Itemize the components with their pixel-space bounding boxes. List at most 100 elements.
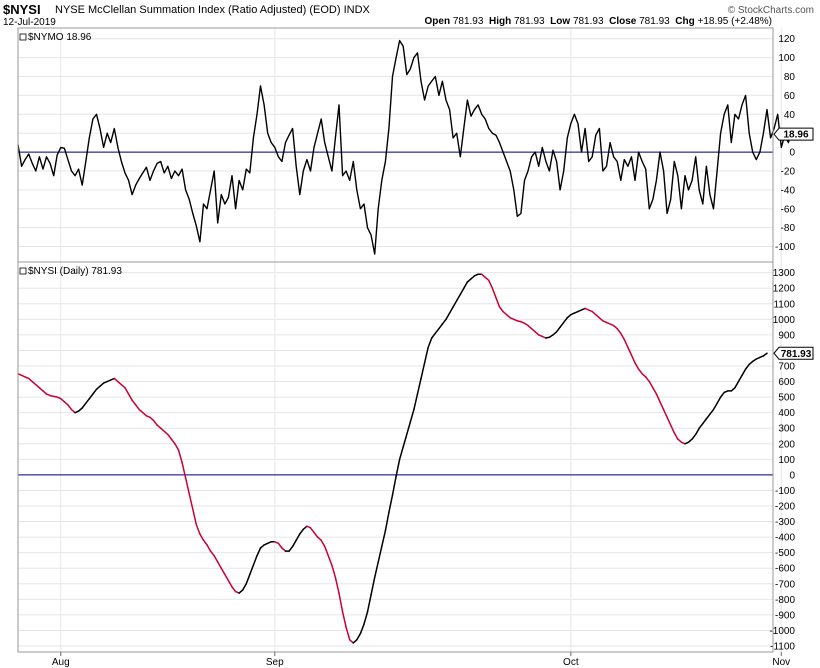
series-segment: [381, 530, 387, 548]
series-segment: [748, 360, 754, 366]
series-segment: [309, 527, 315, 534]
series-segment: [120, 383, 126, 389]
series-segment: [441, 318, 447, 325]
series-segment: [388, 494, 394, 513]
series-segment: [216, 561, 223, 569]
series-segment: [184, 477, 190, 495]
y-tick-label: 200: [778, 439, 795, 450]
series-segment: [313, 531, 319, 538]
series-segment: [470, 275, 476, 280]
x-tick-label: Aug: [52, 657, 70, 668]
y-tick-label: 1100: [773, 299, 795, 310]
series-line: [17, 39, 793, 255]
series-segment: [277, 542, 283, 549]
series-segment: [359, 623, 365, 635]
y-tick-label: 100: [778, 53, 795, 64]
last-value-box: [773, 127, 814, 141]
series-segment: [463, 281, 469, 289]
series-segment: [598, 317, 604, 322]
close-label: Close: [609, 16, 637, 27]
series-segment: [92, 388, 98, 395]
series-segment: [687, 438, 693, 443]
series-segment: [209, 550, 215, 557]
series-segment: [620, 332, 626, 341]
series-segment: [730, 387, 736, 392]
series-segment: [438, 323, 444, 330]
open-value: 781.93: [452, 16, 484, 27]
series-segment: [420, 362, 426, 380]
series-segment: [295, 533, 301, 541]
series-segment: [152, 419, 158, 426]
y-tick-label: 500: [778, 393, 795, 404]
series-segment: [131, 399, 137, 406]
series-segment: [81, 402, 87, 409]
series-segment: [249, 564, 255, 576]
series-segment: [666, 416, 672, 426]
y-tick-label: -80: [781, 223, 796, 234]
series-segment: [719, 391, 725, 398]
y-tick-label: -60: [781, 204, 796, 215]
series-segment: [595, 313, 601, 319]
last-value-flag: 18.96: [773, 127, 814, 141]
series-segment: [88, 393, 94, 400]
y-tick-label: -800: [775, 595, 795, 606]
panel-legend: $NYSI (Daily) 781.93: [28, 266, 122, 277]
series-segment: [484, 276, 490, 282]
y-tick-label: -900: [775, 610, 795, 621]
index-name: NYSE McClellan Summation Index (Ratio Ad…: [55, 4, 370, 16]
series-segment: [99, 382, 105, 387]
index-full-name: NYSE McClellan Summation Index (Ratio Ad…: [55, 4, 341, 16]
series-segment: [352, 639, 358, 644]
series-segment: [348, 639, 355, 644]
series-segment: [134, 404, 141, 411]
series-segment: [691, 433, 697, 440]
y-tick-label: 120: [778, 34, 795, 45]
series-segment: [630, 354, 636, 364]
series-segment: [195, 523, 201, 535]
series-segment: [673, 432, 679, 440]
y-tick-label: -100: [775, 486, 795, 497]
series-segment: [737, 374, 743, 383]
series-segment: [245, 573, 251, 585]
series-segment: [709, 408, 715, 415]
series-segment: [159, 427, 165, 433]
series-segment: [38, 387, 44, 392]
high-value: 781.93: [514, 16, 545, 27]
series-segment: [177, 449, 183, 464]
y-tick-label: -300: [775, 517, 795, 528]
series-segment: [341, 611, 347, 629]
y-tick-label: -100: [775, 242, 795, 253]
series-segment: [142, 411, 148, 417]
series-segment: [377, 545, 383, 563]
y-tick-label: 1000: [773, 315, 796, 326]
series-segment: [170, 438, 176, 445]
y-tick-label: 300: [778, 424, 795, 435]
series-segment: [634, 362, 640, 370]
series-segment: [288, 545, 294, 552]
series-segment: [423, 346, 429, 364]
series-segment: [256, 547, 262, 557]
chg-label: Chg: [675, 16, 695, 27]
legend-swatch: [19, 267, 27, 275]
y-tick-label: 700: [778, 362, 795, 373]
series-segment: [77, 407, 83, 412]
y-tick-label: -600: [775, 564, 795, 575]
series-segment: [623, 338, 629, 349]
series-segment: [373, 561, 379, 579]
close-value: 781.93: [639, 16, 670, 27]
y-tick-label: -200: [775, 502, 795, 513]
series-segment: [406, 421, 412, 436]
y-tick-label: -40: [781, 185, 796, 196]
series-segment: [502, 310, 508, 316]
series-segment: [395, 458, 401, 478]
series-segment: [491, 287, 497, 299]
series-segment: [702, 418, 708, 425]
low-value: 781.93: [572, 16, 604, 27]
series-segment: [60, 397, 66, 403]
series-segment: [648, 380, 654, 389]
series-segment: [591, 310, 597, 316]
series-segment: [220, 567, 226, 576]
series-segment: [113, 377, 119, 383]
series-segment: [231, 586, 237, 593]
series-segment: [327, 555, 333, 566]
